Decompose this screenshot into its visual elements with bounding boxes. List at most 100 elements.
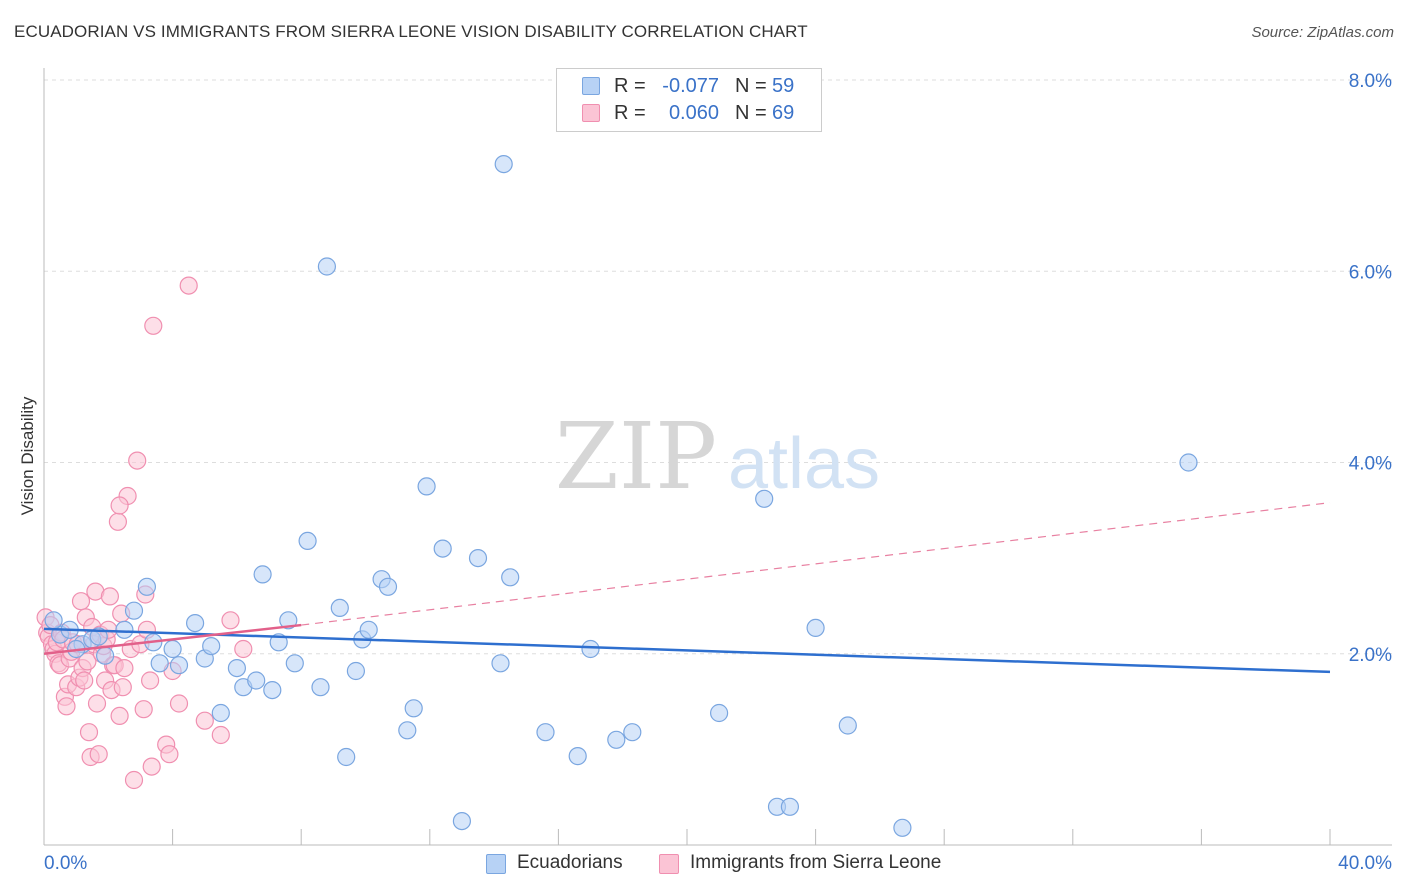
- data-point-ecuadorian: [468, 548, 488, 568]
- x-tick-labels: 0.0% 40.0%: [44, 853, 1392, 874]
- data-point-ecuadorian: [417, 477, 436, 496]
- data-point-ecuadorian: [893, 818, 912, 837]
- data-point-ecuadorian: [137, 577, 156, 596]
- data-point-ecuadorian: [298, 531, 317, 551]
- legend-r-label: R =: [614, 75, 646, 97]
- data-point-ecuadorian: [150, 654, 169, 673]
- data-point-ecuadorian: [186, 613, 205, 633]
- data-point-ecuadorian: [433, 539, 452, 558]
- data-point-ecuadorian: [263, 680, 282, 700]
- data-point-ecuadorian: [709, 703, 729, 723]
- data-point-ecuadorian: [398, 721, 417, 740]
- data-point-sierra-leone: [141, 671, 160, 690]
- series-ecuadorians-points: [44, 155, 1198, 837]
- trend-lines: [43, 502, 1331, 674]
- watermark-zip: ZIP: [555, 403, 717, 510]
- data-point-sierra-leone: [71, 592, 91, 611]
- data-point-sierra-leone: [179, 276, 198, 295]
- data-point-sierra-leone: [160, 745, 179, 764]
- data-point-ecuadorian: [115, 620, 134, 639]
- legend-swatch-blue: [582, 77, 600, 95]
- data-point-ecuadorian: [806, 618, 825, 638]
- data-point-sierra-leone: [142, 757, 161, 776]
- gridlines: [44, 79, 1392, 655]
- data-point-ecuadorian: [89, 627, 108, 646]
- data-point-ecuadorian: [163, 639, 182, 659]
- x-tick-label-max: 40.0%: [1338, 853, 1392, 874]
- data-point-sierra-leone: [234, 639, 253, 659]
- y-tick-label: 8.0%: [1349, 71, 1392, 92]
- data-point-sierra-leone: [144, 316, 163, 335]
- trend-line-sierra-leone: [43, 623, 302, 655]
- legend-r-value: 0.060: [668, 102, 719, 124]
- data-point-ecuadorian: [581, 639, 600, 659]
- data-point-ecuadorian: [202, 636, 221, 656]
- data-point-sierra-leone: [124, 770, 144, 790]
- data-point-ecuadorian: [536, 723, 555, 742]
- y-tick-label: 2.0%: [1349, 645, 1392, 666]
- x-ticks: [43, 829, 1331, 845]
- data-point-ecuadorian: [285, 654, 304, 673]
- data-point-ecuadorian: [452, 811, 471, 831]
- legend-swatch-pink: [659, 854, 679, 874]
- trend-line-sierra-leone-extension: [301, 502, 1331, 626]
- data-point-ecuadorian: [378, 577, 398, 596]
- legend-r-label: R =: [614, 102, 646, 124]
- data-point-ecuadorian: [227, 658, 246, 678]
- data-point-ecuadorian: [330, 598, 349, 618]
- data-point-sierra-leone: [211, 725, 230, 745]
- data-point-sierra-leone: [221, 611, 240, 630]
- legend-n-label: N =: [735, 75, 767, 97]
- data-point-sierra-leone: [108, 512, 128, 531]
- data-point-ecuadorian: [501, 568, 520, 587]
- data-point-ecuadorian: [317, 257, 336, 276]
- data-point-sierra-leone: [87, 694, 107, 713]
- legend-r-value: -0.077: [662, 75, 719, 97]
- data-point-sierra-leone: [113, 678, 132, 697]
- data-point-sierra-leone: [110, 496, 129, 515]
- legend-swatch-pink: [582, 104, 600, 122]
- legend-n-value: 59: [772, 75, 795, 97]
- data-point-ecuadorian: [755, 489, 774, 508]
- legend-label-ecuadorians: Ecuadorians: [517, 852, 623, 873]
- data-point-sierra-leone: [89, 745, 108, 764]
- data-point-sierra-leone: [169, 694, 189, 713]
- data-point-ecuadorian: [623, 723, 642, 742]
- chart-title: ECUADORIAN VS IMMIGRANTS FROM SIERRA LEO…: [14, 22, 808, 41]
- legend-row-sierra-leone: R = 0.060 N = 69: [557, 101, 821, 128]
- data-point-ecuadorian: [124, 601, 144, 620]
- y-tick-label: 6.0%: [1349, 262, 1392, 283]
- watermark-atlas: atlas: [728, 424, 880, 504]
- data-point-ecuadorian: [359, 620, 378, 639]
- legend-swatch-blue: [486, 854, 506, 874]
- data-point-ecuadorian: [838, 716, 857, 735]
- data-point-sierra-leone: [110, 706, 129, 726]
- data-point-sierra-leone: [79, 723, 99, 742]
- legend-n-value: 69: [772, 102, 795, 124]
- data-point-ecuadorian: [95, 646, 115, 665]
- data-point-ecuadorian: [607, 730, 626, 749]
- data-point-ecuadorian: [346, 661, 365, 681]
- trend-line-ecuadorians: [43, 627, 1331, 674]
- data-point-ecuadorian: [337, 747, 356, 767]
- data-point-sierra-leone: [57, 697, 76, 716]
- axes: [43, 68, 1392, 846]
- data-point-ecuadorian: [780, 797, 800, 816]
- chart-source: Source: ZipAtlas.com: [1251, 24, 1394, 41]
- data-point-ecuadorian: [494, 155, 513, 174]
- legend-n-label: N =: [735, 102, 767, 124]
- y-tick-label: 4.0%: [1349, 454, 1392, 475]
- data-point-sierra-leone: [128, 451, 147, 470]
- data-point-ecuadorian: [311, 678, 330, 697]
- data-point-ecuadorian: [211, 703, 230, 723]
- legend-label-sierra-leone: Immigrants from Sierra Leone: [690, 852, 942, 873]
- data-point-ecuadorian: [1179, 453, 1198, 472]
- data-point-ecuadorian: [169, 656, 189, 675]
- y-tick-labels: 2.0% 4.0% 6.0% 8.0%: [1349, 71, 1392, 666]
- data-point-ecuadorian: [491, 654, 510, 673]
- data-point-sierra-leone: [195, 711, 214, 730]
- data-point-ecuadorian: [44, 611, 63, 630]
- data-point-sierra-leone: [78, 652, 97, 671]
- data-point-ecuadorian: [568, 746, 587, 766]
